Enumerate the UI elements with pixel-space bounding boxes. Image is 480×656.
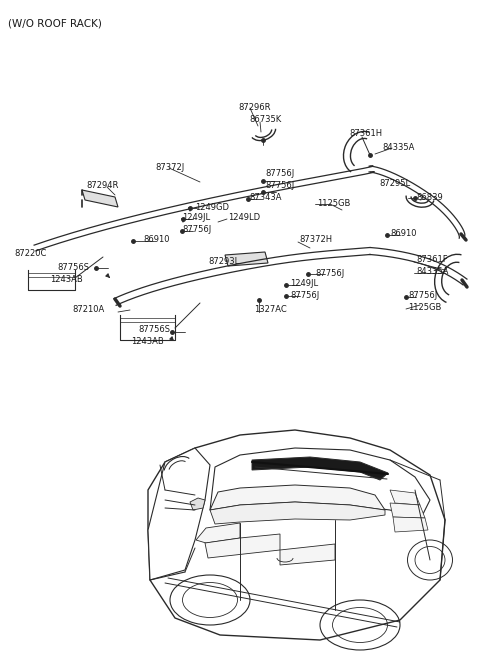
Text: 87756J: 87756J — [182, 224, 211, 234]
Text: 1327AC: 1327AC — [254, 306, 287, 314]
Text: 87293L: 87293L — [208, 258, 239, 266]
Polygon shape — [148, 448, 210, 580]
Text: 87220C: 87220C — [14, 249, 47, 258]
Text: 1249JL: 1249JL — [182, 213, 210, 222]
Text: 87210A: 87210A — [72, 306, 104, 314]
Text: 87296R: 87296R — [238, 102, 271, 112]
Text: 87756J: 87756J — [265, 182, 294, 190]
Text: 1243AB: 1243AB — [131, 337, 164, 346]
Polygon shape — [393, 517, 428, 532]
Polygon shape — [196, 523, 240, 543]
Polygon shape — [210, 448, 430, 520]
Text: 1125GB: 1125GB — [317, 199, 350, 207]
Text: 86910: 86910 — [143, 236, 169, 245]
Text: 87361H: 87361H — [349, 129, 382, 138]
Text: 87361F: 87361F — [416, 255, 448, 264]
Text: 87295L: 87295L — [379, 178, 410, 188]
Text: 87756S: 87756S — [138, 325, 170, 335]
Text: 87756J: 87756J — [408, 291, 437, 300]
Text: 87343A: 87343A — [249, 194, 281, 203]
Polygon shape — [148, 430, 445, 640]
Polygon shape — [210, 485, 385, 510]
Polygon shape — [210, 502, 385, 524]
Polygon shape — [190, 498, 205, 510]
Text: 84335A: 84335A — [416, 266, 448, 276]
Text: 1243AB: 1243AB — [50, 274, 83, 283]
Text: 87294R: 87294R — [86, 180, 119, 190]
Text: 1249LD: 1249LD — [228, 213, 260, 222]
Text: 87756J: 87756J — [290, 291, 319, 300]
Text: 87756S: 87756S — [57, 264, 89, 272]
Polygon shape — [280, 544, 335, 565]
Text: 86910: 86910 — [390, 230, 417, 239]
Text: 1249JL: 1249JL — [290, 279, 318, 289]
Polygon shape — [82, 190, 118, 207]
Text: 1249GD: 1249GD — [195, 203, 229, 211]
Polygon shape — [205, 534, 280, 558]
Text: 84335A: 84335A — [382, 142, 414, 152]
Text: 87372H: 87372H — [299, 236, 332, 245]
Text: (W/O ROOF RACK): (W/O ROOF RACK) — [8, 18, 102, 28]
Text: 87756J: 87756J — [315, 268, 344, 277]
Text: 1125GB: 1125GB — [408, 302, 442, 312]
Polygon shape — [225, 252, 268, 266]
Text: 87756J: 87756J — [265, 169, 294, 178]
Polygon shape — [390, 490, 420, 505]
Polygon shape — [252, 457, 388, 480]
Text: 86839: 86839 — [416, 194, 443, 203]
Polygon shape — [390, 503, 425, 518]
Text: 86735K: 86735K — [249, 115, 281, 125]
Text: 87372J: 87372J — [155, 163, 184, 171]
